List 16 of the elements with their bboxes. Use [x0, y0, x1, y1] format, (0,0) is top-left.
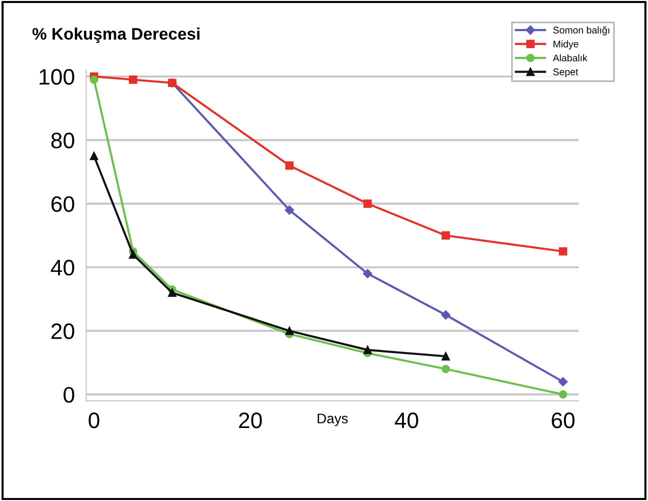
y-tick-label: 60: [51, 196, 74, 212]
x-tick-label: 20: [239, 412, 262, 428]
y-tick-label: 80: [51, 132, 74, 148]
x-tick-label: 0: [88, 412, 100, 428]
x-tick-label: 40: [394, 412, 418, 428]
y-tick-label: 20: [51, 323, 74, 340]
y-tick-label: 0: [64, 386, 74, 403]
x-tick-label: 60: [552, 412, 575, 428]
chart-title: % Kokuşma Derecesi: [32, 28, 200, 44]
legend-label: Midye: [554, 40, 578, 50]
legend-label: Alabalık: [552, 54, 588, 62]
legend-label: Sepet: [553, 68, 578, 78]
y-tick-label: 100: [40, 69, 74, 85]
x-axis-title: Days: [318, 414, 348, 426]
legend-label: Somon balığı: [553, 26, 610, 36]
y-tick-label: 40: [50, 260, 74, 276]
